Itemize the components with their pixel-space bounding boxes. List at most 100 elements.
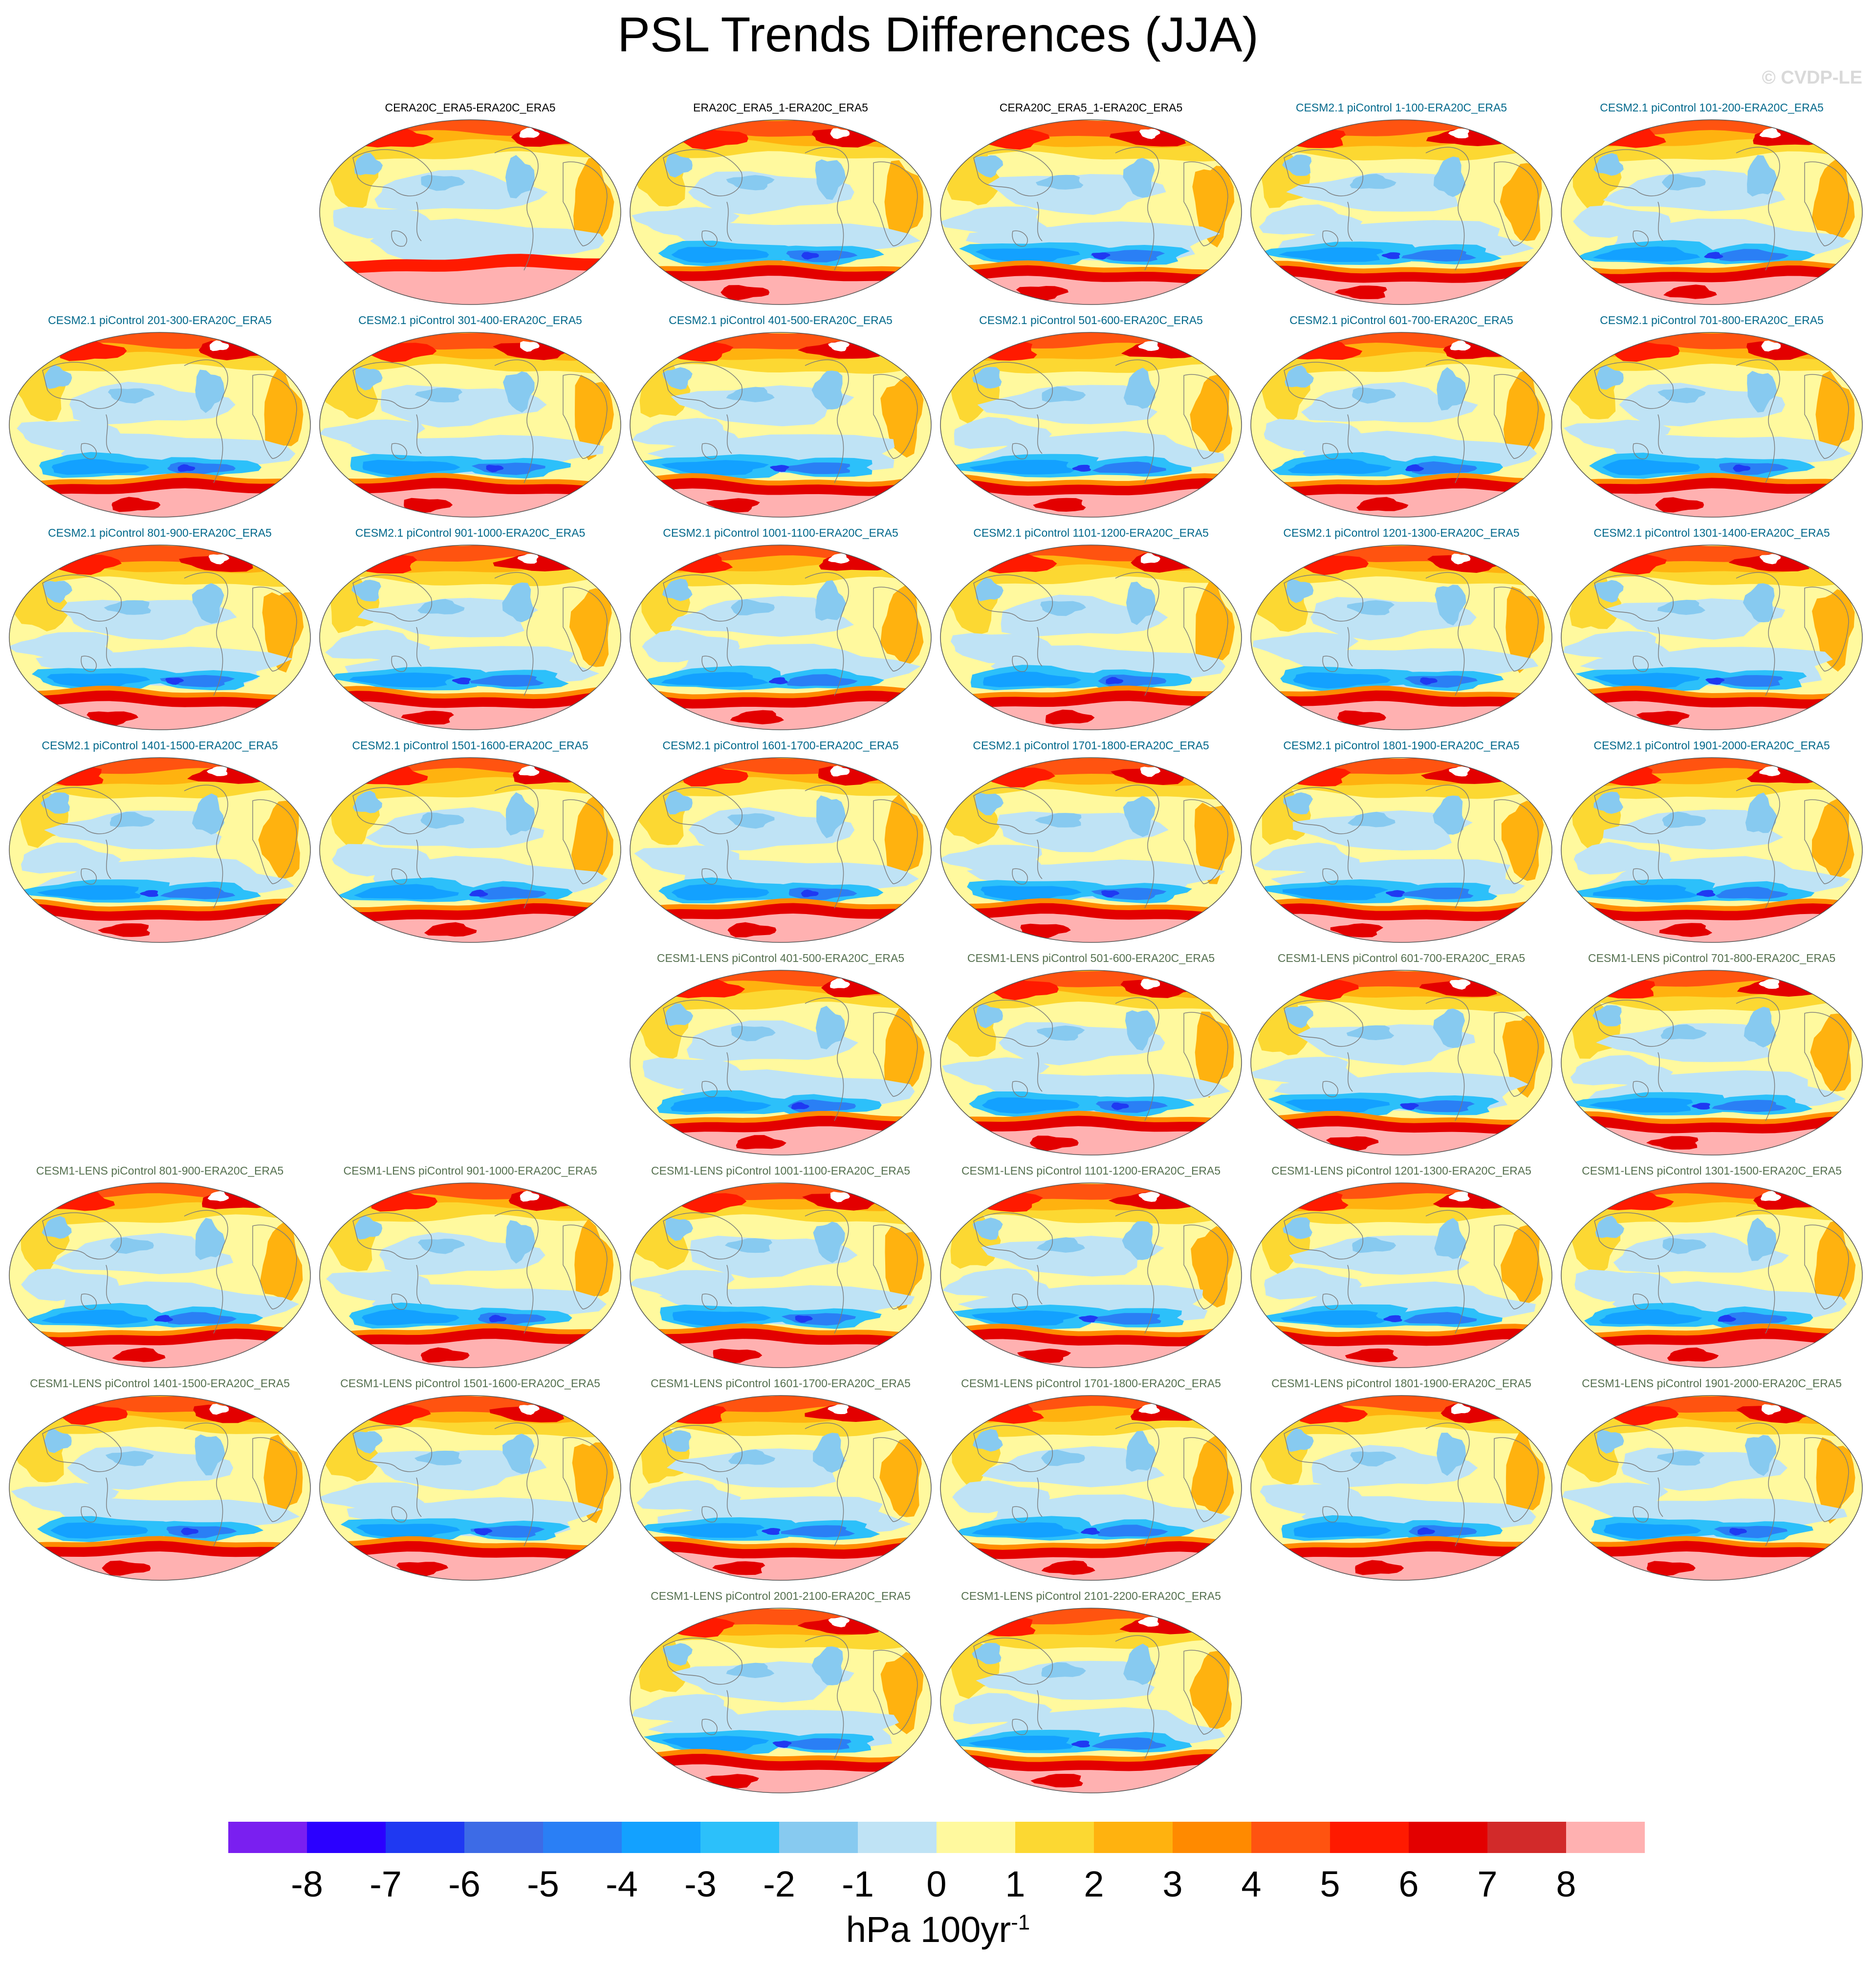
colorbar-tick-label: -6: [448, 1864, 480, 1904]
map-panel: CESM2.1 piControl 1101-1200-ERA20C_ERA5: [939, 525, 1243, 731]
south-trough-5: [1711, 1100, 1787, 1112]
south-trough-5: [1709, 675, 1784, 687]
tropical-cool-1: [1613, 1232, 1789, 1273]
south-trough-5: [1091, 1737, 1167, 1750]
colorbar-tick-label: -7: [370, 1864, 402, 1904]
coastline: [1183, 1224, 1228, 1309]
coastline: [1322, 1081, 1338, 1097]
coastline: [1594, 362, 1674, 409]
colorbar-tick-label: -1: [842, 1864, 874, 1904]
america-cool: [1123, 1643, 1156, 1685]
map-field: [630, 545, 931, 730]
coastline: [184, 359, 228, 483]
south-trough-4: [46, 673, 151, 689]
south-trough-4: [971, 1522, 1080, 1538]
greenland-marker: [1759, 128, 1781, 138]
pacific-cool: [1347, 600, 1395, 615]
coastline: [252, 1437, 297, 1522]
tropical-cool-2: [940, 206, 1047, 236]
map-plot: [630, 1608, 932, 1793]
map-plot: [1250, 332, 1552, 518]
map-plot: [9, 545, 311, 730]
panel-title: CERA20C_ERA5_1-ERA20C_ERA5: [999, 101, 1183, 114]
map-outline: [1250, 119, 1552, 305]
coastline: [1322, 868, 1338, 885]
america-cool: [502, 1434, 535, 1474]
antarctic-patch: [736, 1135, 786, 1150]
south-trough-6: [1405, 464, 1424, 472]
colorbar-swatch: [779, 1822, 858, 1853]
coastline: [701, 230, 718, 247]
colorbar-tick-label: 8: [1556, 1864, 1576, 1904]
coastline: [1037, 839, 1043, 879]
south-trough-6: [1386, 890, 1405, 897]
south-polar-8: [630, 276, 931, 305]
coastline: [106, 414, 111, 454]
map-panel: CESM1-LENS piControl 401-500-ERA20C_ERA5: [629, 951, 932, 1156]
asia-cool: [355, 367, 383, 391]
south-trough-6: [1381, 252, 1400, 259]
greenland-marker: [1139, 129, 1160, 139]
colorbar-tick-label: 1: [1005, 1864, 1025, 1904]
coastline: [1012, 868, 1028, 885]
coastline: [42, 574, 122, 622]
land-warm-east: [264, 368, 304, 455]
coastline: [416, 839, 422, 879]
coastline: [1322, 1293, 1338, 1310]
south-trough-5: [1092, 461, 1166, 474]
colorbar-units: hPa 100yr-1: [0, 1909, 1876, 1950]
south-trough-5: [470, 1526, 545, 1538]
south-trough-4: [362, 459, 460, 476]
coastline: [1347, 839, 1353, 879]
asia-cool: [355, 1216, 383, 1240]
map-plot: [940, 332, 1242, 518]
greenland-marker: [520, 1191, 540, 1202]
map-plot: [9, 1395, 311, 1581]
greenland-marker: [828, 1617, 850, 1628]
map-outline: [319, 1395, 621, 1581]
greenland-marker: [830, 128, 850, 139]
coastline: [106, 627, 111, 667]
asia-cool: [1283, 1217, 1312, 1239]
panel-title: CESM1-LENS piControl 1501-1600-ERA20C_ER…: [340, 1377, 600, 1390]
coastline: [494, 359, 539, 483]
north-band-5: [9, 1396, 310, 1414]
coastline: [81, 655, 97, 672]
greenland-marker: [1138, 1403, 1160, 1414]
america-cool: [192, 793, 224, 835]
america-cool: [1747, 371, 1777, 413]
panel-title: CESM2.1 piControl 101-200-ERA20C_ERA5: [1600, 101, 1824, 114]
greenland-marker: [1448, 129, 1469, 138]
america-cool: [811, 1646, 843, 1685]
antarctic-patch: [1355, 1560, 1404, 1575]
coastline: [663, 149, 742, 196]
america-cool: [192, 583, 224, 624]
south-trough-6: [1101, 890, 1120, 897]
asia-cool: [351, 580, 381, 602]
asia-cool: [665, 153, 693, 178]
south-trough-5: [1399, 887, 1474, 899]
asia-cool: [1283, 792, 1313, 815]
map-field: [630, 1183, 931, 1368]
south-trough-4: [971, 1310, 1079, 1326]
map-plot: [319, 332, 621, 518]
south-trough-5: [1088, 1313, 1161, 1325]
coastline: [701, 443, 718, 459]
south-polar-8: [9, 1551, 310, 1580]
antarctic-patch: [1030, 1774, 1083, 1788]
panel-title: CESM1-LENS piControl 1201-1300-ERA20C_ER…: [1271, 1164, 1531, 1177]
map-plot: [1250, 119, 1552, 305]
coastline: [1347, 1265, 1353, 1305]
america-cool: [1126, 582, 1156, 625]
tropical-cool-1: [1292, 810, 1473, 851]
coastline: [42, 1425, 122, 1472]
coastline: [873, 1012, 918, 1097]
coastline: [1804, 161, 1849, 246]
coastline: [805, 785, 849, 909]
map-panel: CESM2.1 piControl 401-500-ERA20C_ERA5: [629, 313, 932, 518]
map-outline: [1250, 545, 1552, 730]
coastline: [352, 1212, 432, 1260]
panel-grid: CERA20C_ERA5-ERA20C_ERA5 ERA20C_ERA5_1-ER…: [9, 101, 1863, 1793]
coastline: [663, 1425, 742, 1472]
coastline: [1736, 785, 1780, 909]
